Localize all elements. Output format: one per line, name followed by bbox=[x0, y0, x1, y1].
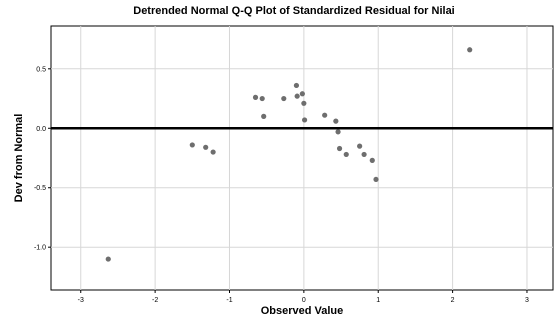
y-tick-label: 0.5 bbox=[36, 66, 46, 73]
y-tick-label: -1.0 bbox=[34, 245, 46, 252]
y-tick-label: 0.0 bbox=[36, 126, 46, 133]
y-tick-labels: -1.0 -0.5 0.0 0.5 bbox=[34, 66, 51, 252]
data-point bbox=[357, 143, 363, 149]
data-point bbox=[335, 129, 341, 135]
data-point bbox=[336, 145, 343, 152]
x-tick-label: -2 bbox=[152, 297, 158, 304]
data-point bbox=[252, 94, 259, 100]
data-point bbox=[467, 47, 473, 53]
data-point bbox=[189, 142, 195, 148]
x-tick-label: 0 bbox=[302, 297, 306, 304]
data-point bbox=[322, 112, 328, 118]
data-point bbox=[210, 149, 216, 155]
data-point bbox=[293, 82, 300, 89]
data-point bbox=[369, 157, 375, 163]
x-tick-label: 3 bbox=[525, 297, 529, 304]
chart-title: Detrended Normal Q-Q Plot of Standardize… bbox=[133, 5, 455, 17]
data-point bbox=[281, 95, 287, 102]
data-point bbox=[343, 151, 349, 158]
data-point bbox=[299, 91, 305, 97]
data-points bbox=[105, 47, 473, 262]
y-axis-label: Dev from Normal bbox=[13, 114, 25, 203]
x-tick-label: 2 bbox=[451, 297, 455, 304]
y-tick-label: -0.5 bbox=[34, 185, 46, 192]
grid-lines bbox=[51, 26, 553, 290]
x-tick-label: -3 bbox=[78, 297, 84, 304]
data-point bbox=[333, 118, 339, 124]
data-point bbox=[203, 144, 209, 150]
data-point bbox=[361, 151, 367, 158]
plot-frame bbox=[50, 25, 554, 291]
data-point bbox=[294, 93, 300, 99]
x-tick-labels: -3 -2 -1 0 1 2 3 bbox=[78, 290, 529, 304]
x-tick-label: 1 bbox=[376, 297, 380, 304]
x-axis-label: Observed Value bbox=[261, 305, 344, 317]
data-point bbox=[373, 176, 379, 183]
data-point bbox=[302, 117, 308, 123]
data-point bbox=[261, 113, 267, 119]
data-point bbox=[259, 95, 265, 102]
x-tick-label: -1 bbox=[226, 297, 232, 304]
data-point bbox=[301, 100, 307, 106]
data-point bbox=[105, 256, 111, 262]
